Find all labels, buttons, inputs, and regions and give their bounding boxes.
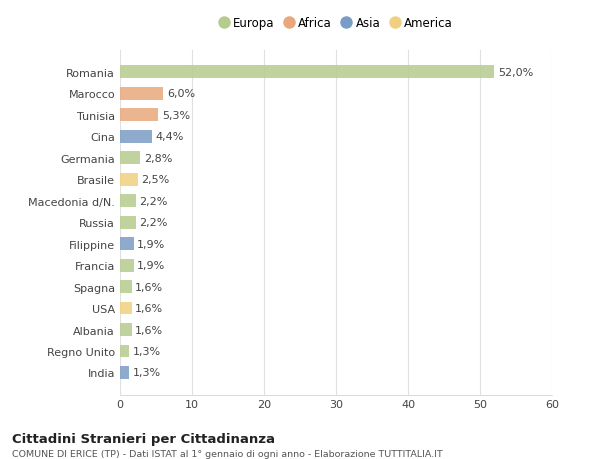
- Bar: [120, 174, 138, 186]
- Bar: [120, 152, 140, 165]
- Text: 1,3%: 1,3%: [133, 346, 161, 356]
- Text: 1,9%: 1,9%: [137, 261, 166, 270]
- Text: 1,6%: 1,6%: [135, 282, 163, 292]
- Bar: [120, 130, 152, 143]
- Bar: [120, 238, 134, 251]
- Bar: [120, 302, 131, 315]
- Bar: [120, 109, 158, 122]
- Legend: Europa, Africa, Asia, America: Europa, Africa, Asia, America: [217, 15, 455, 33]
- Text: 1,6%: 1,6%: [135, 325, 163, 335]
- Text: 5,3%: 5,3%: [162, 111, 190, 120]
- Text: 6,0%: 6,0%: [167, 89, 195, 99]
- Text: 2,2%: 2,2%: [139, 218, 168, 228]
- Text: COMUNE DI ERICE (TP) - Dati ISTAT al 1° gennaio di ogni anno - Elaborazione TUTT: COMUNE DI ERICE (TP) - Dati ISTAT al 1° …: [12, 449, 443, 458]
- Text: 2,5%: 2,5%: [142, 175, 170, 185]
- Bar: [120, 280, 131, 293]
- Text: 2,8%: 2,8%: [144, 153, 172, 163]
- Text: 1,9%: 1,9%: [137, 239, 166, 249]
- Bar: [120, 323, 131, 336]
- Text: Cittadini Stranieri per Cittadinanza: Cittadini Stranieri per Cittadinanza: [12, 432, 275, 445]
- Text: 4,4%: 4,4%: [155, 132, 184, 142]
- Bar: [120, 66, 494, 79]
- Bar: [120, 216, 136, 229]
- Text: 1,6%: 1,6%: [135, 303, 163, 313]
- Bar: [120, 345, 130, 358]
- Bar: [120, 88, 163, 101]
- Bar: [120, 259, 134, 272]
- Bar: [120, 366, 130, 379]
- Bar: [120, 195, 136, 207]
- Text: 52,0%: 52,0%: [498, 67, 533, 78]
- Text: 1,3%: 1,3%: [133, 368, 161, 378]
- Text: 2,2%: 2,2%: [139, 196, 168, 206]
